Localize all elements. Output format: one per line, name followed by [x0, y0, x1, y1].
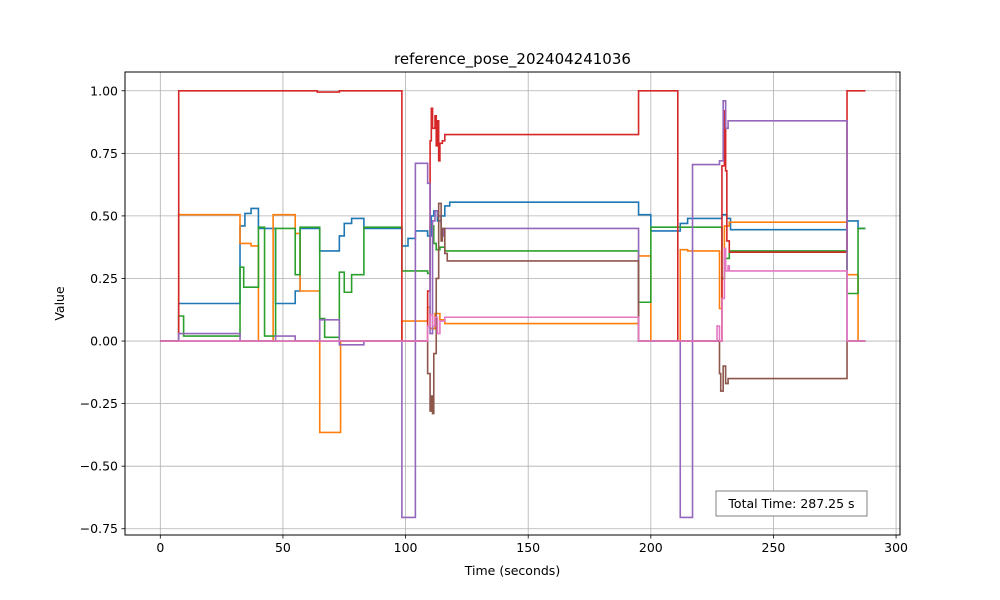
x-tick-label: 50 — [275, 540, 291, 555]
x-tick-label: 300 — [884, 540, 908, 555]
total-time-annotation: Total Time: 287.25 s — [715, 490, 868, 517]
grid — [125, 72, 900, 535]
annotation-box — [715, 490, 868, 517]
x-tick-label: 150 — [516, 540, 540, 555]
y-tick-label: 1.00 — [90, 83, 118, 98]
y-tick-label: 0.50 — [90, 208, 118, 223]
series-line-6 — [160, 202, 866, 415]
x-axis-label: Time (seconds) — [464, 563, 560, 578]
y-tick-label: 0.75 — [90, 146, 118, 161]
y-tick-label: −0.75 — [80, 521, 118, 536]
x-tick-label: 200 — [639, 540, 663, 555]
y-axis-label: Value — [52, 286, 67, 321]
series-line-7 — [160, 247, 866, 342]
chart-title: reference_pose_202404241036 — [394, 50, 631, 69]
y-tick-label: 0.25 — [90, 271, 118, 286]
x-tick-label: 250 — [762, 540, 786, 555]
y-tick-label: −0.25 — [80, 396, 118, 411]
x-tick-label: 0 — [156, 540, 164, 555]
ticks: 0 50 100 150 200 250 300 −0.75 −0.50 −0.25 0.00 0.2… — [80, 83, 908, 555]
y-tick-label: 0.00 — [90, 334, 118, 349]
series-group — [160, 89, 866, 519]
y-tick-label: −0.50 — [80, 459, 118, 474]
annotation-text: Total Time: 287.25 s — [727, 496, 854, 511]
x-tick-label: 100 — [394, 540, 418, 555]
plot-frame — [124, 71, 901, 536]
